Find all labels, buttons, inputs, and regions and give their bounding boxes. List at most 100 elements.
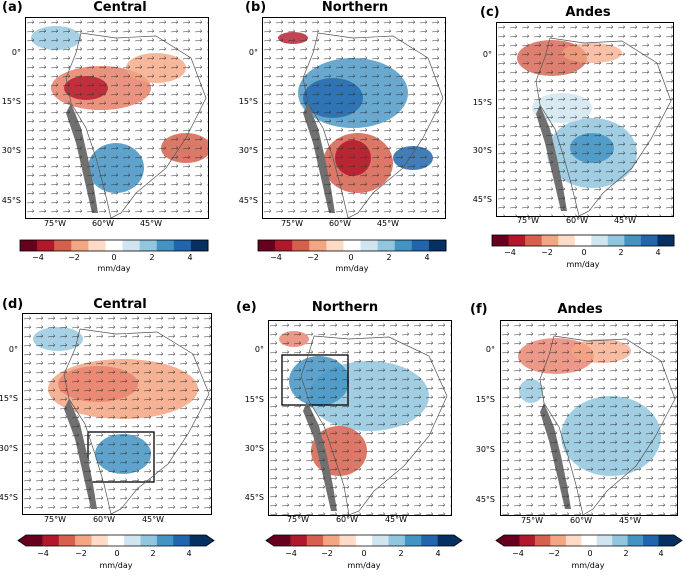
colorbar-swatch xyxy=(58,535,76,546)
lat-label: 0° xyxy=(8,345,18,354)
colorbar-unit: mm/day xyxy=(335,264,369,273)
lon-label: 45°W xyxy=(139,219,163,228)
colorbar-tick: 4 xyxy=(424,253,430,262)
lat-label: 45°S xyxy=(238,196,258,205)
colorbar-swatch xyxy=(394,240,413,251)
colorbar-outline xyxy=(495,534,683,547)
colorbar-extended xyxy=(495,534,683,547)
lat-label: 30°S xyxy=(0,444,18,453)
colorbar-swatch xyxy=(550,535,567,546)
colorbar-swatch xyxy=(377,240,396,251)
colorbar-tick: −2 xyxy=(75,549,87,558)
lat-label: 30°S xyxy=(238,146,258,155)
colorbar-swatch xyxy=(372,535,390,546)
wind-vectors xyxy=(497,23,673,216)
colorbar-extend-low xyxy=(18,535,26,546)
colorbar-swatch xyxy=(189,535,207,546)
colorbar-tick: 0 xyxy=(587,549,593,558)
colorbar-swatch xyxy=(591,235,609,246)
panel-label: (a) xyxy=(2,0,23,15)
colorbar-outline xyxy=(265,534,463,547)
colorbar-swatch xyxy=(124,535,142,546)
colorbar-outline xyxy=(257,239,447,252)
colorbar-swatch xyxy=(107,535,125,546)
colorbar-swatch xyxy=(504,535,520,546)
lon-label: 75°W xyxy=(520,516,544,525)
colorbar-outline xyxy=(17,534,215,547)
colorbar-swatch xyxy=(596,535,613,546)
lat-label: 45°S xyxy=(475,495,495,504)
panel-label: (d) xyxy=(2,297,24,312)
colorbar-tick: −2 xyxy=(541,248,553,257)
colorbar-tick: 0 xyxy=(581,248,587,257)
colorbar-swatch xyxy=(156,535,174,546)
colorbar-swatch xyxy=(519,535,536,546)
lat-label: 45°S xyxy=(1,196,21,205)
colorbar-swatch xyxy=(404,535,422,546)
lon-label: 75°W xyxy=(43,515,67,524)
colorbar-tick: 0 xyxy=(111,253,117,262)
colorbar-unit: mm/day xyxy=(571,561,605,570)
colorbar-swatch xyxy=(275,240,293,251)
colorbar-tick: 4 xyxy=(186,549,192,558)
lon-label: 75°W xyxy=(280,219,304,228)
colorbar-swatch xyxy=(558,235,576,246)
colorbar-extend-low xyxy=(266,535,274,546)
colorbar-swatch xyxy=(258,240,276,251)
colorbar-swatch xyxy=(525,235,543,246)
colorbar-tick: 4 xyxy=(187,253,193,262)
colorbar-extended xyxy=(265,534,463,547)
lon-label: 60°W xyxy=(569,516,593,525)
colorbar-tick: 4 xyxy=(655,248,661,257)
map-northern-top xyxy=(262,17,446,219)
colorbar-swatch xyxy=(139,240,158,251)
lon-label: 60°W xyxy=(92,515,116,524)
wind-vectors xyxy=(501,321,677,515)
colorbar-swatch xyxy=(343,240,362,251)
panel-title: Central xyxy=(93,0,147,15)
colorbar-tick: −4 xyxy=(37,549,49,558)
lat-label: 45°S xyxy=(244,493,264,502)
colorbar-swatch xyxy=(581,535,598,546)
colorbar-extend-low xyxy=(496,535,504,546)
panel-title: Northern xyxy=(321,0,389,15)
panel-title: Northern xyxy=(311,300,379,315)
panel-title: Andes xyxy=(557,302,603,317)
colorbar-swatch xyxy=(26,535,43,546)
lat-label: 0° xyxy=(248,48,258,57)
colorbar-swatch xyxy=(91,535,109,546)
lat-label: 30°S xyxy=(244,444,264,453)
colorbar-tick: 2 xyxy=(398,549,404,558)
colorbar-swatch xyxy=(627,535,644,546)
colorbar-tick: −4 xyxy=(512,549,524,558)
colorbar-swatch xyxy=(508,235,526,246)
panel-label: (e) xyxy=(236,300,257,315)
panel-label: (c) xyxy=(480,5,500,20)
colorbar xyxy=(19,239,209,252)
colorbar-swatch xyxy=(105,240,124,251)
colorbar-tick: 2 xyxy=(623,549,629,558)
colorbar-tick: 4 xyxy=(435,549,441,558)
panel-title: Central xyxy=(93,297,147,312)
lat-label: 0° xyxy=(11,48,21,57)
colorbar-swatch xyxy=(309,240,327,251)
lon-label: 45°W xyxy=(141,515,165,524)
colorbar-tick: −2 xyxy=(68,253,80,262)
wind-vectors xyxy=(23,314,211,514)
colorbar xyxy=(257,239,447,252)
colorbar-swatch xyxy=(360,240,379,251)
colorbar-extend-high xyxy=(674,535,682,546)
colorbar-swatch xyxy=(388,535,406,546)
colorbar-swatch xyxy=(326,240,344,251)
colorbar-swatch xyxy=(658,535,675,546)
colorbar-swatch xyxy=(492,235,510,246)
map-central-top xyxy=(25,17,209,219)
colorbar-swatch xyxy=(355,535,373,546)
colorbar-unit: mm/day xyxy=(566,260,600,269)
colorbar-swatch xyxy=(421,535,439,546)
colorbar-swatch xyxy=(643,535,660,546)
colorbar-swatch xyxy=(42,535,60,546)
wind-vectors xyxy=(269,321,451,515)
colorbar xyxy=(491,234,675,247)
wind-vectors xyxy=(263,18,445,218)
